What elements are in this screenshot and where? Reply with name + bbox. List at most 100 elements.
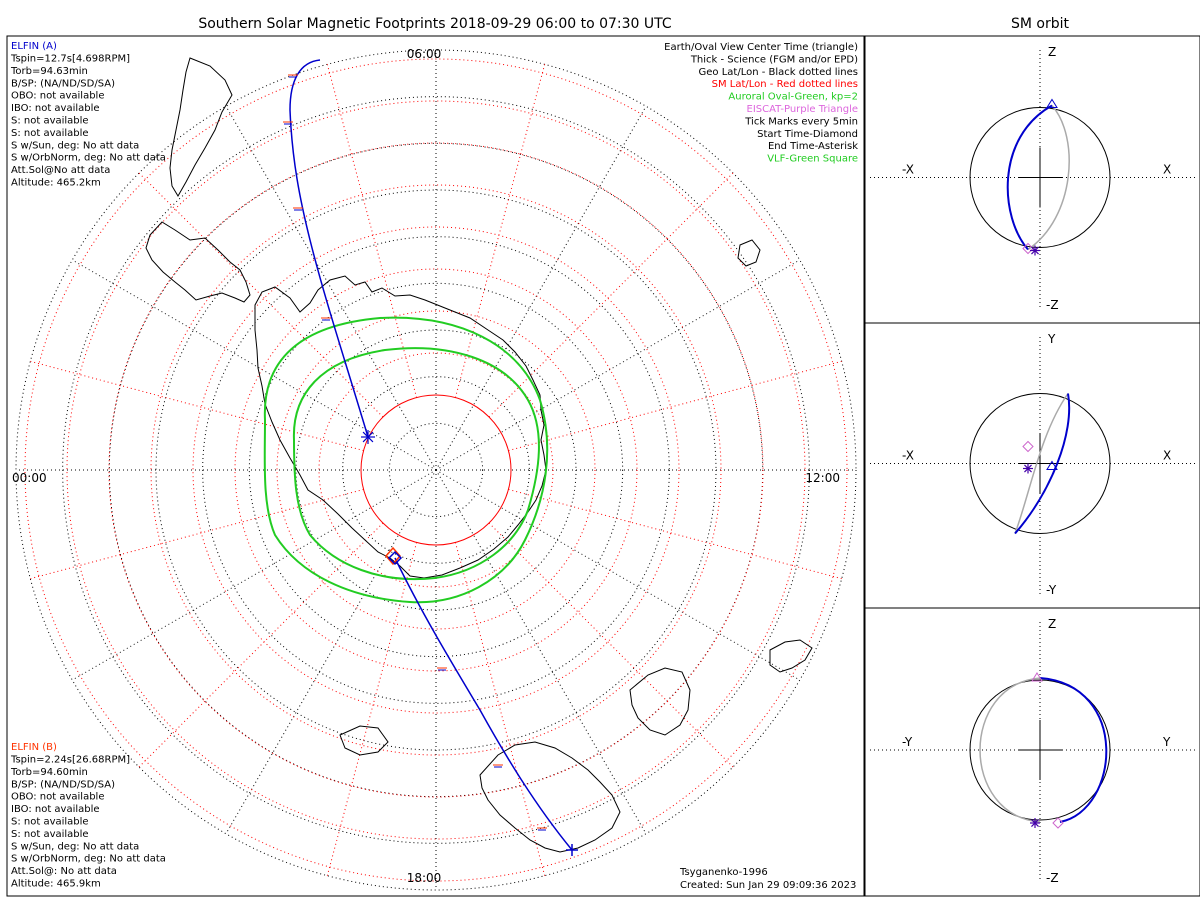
sm-lon-line <box>326 542 418 876</box>
sm-lon-lines <box>30 64 842 876</box>
elfin-b-info-line: Torb=94.60min <box>10 767 88 778</box>
sm-lat-ring <box>234 268 638 672</box>
island-coastline <box>339 725 389 756</box>
earth-circle <box>969 393 1111 534</box>
sm-lat-ring <box>108 142 764 798</box>
geo-lon-line <box>225 106 437 471</box>
elfin-a-info-line: S w/Sun, deg: No att data <box>11 140 139 151</box>
elfin-a-info-line: S w/OrbNorm, deg: No att data <box>11 153 166 164</box>
orbit-panel-frame <box>864 35 1200 324</box>
orbit-axis-label-right: Y <box>1162 735 1171 749</box>
elfin-b-name: ELFIN (B) <box>11 742 57 753</box>
sm-lat-ring <box>318 352 554 588</box>
elfin-a-info-line: Torb=94.63min <box>10 66 88 77</box>
elfin-b-info-line: Altitude: 465.9km <box>11 879 101 890</box>
geo-lat-ring <box>342 376 530 564</box>
elfin-b-info-line: S w/Sun, deg: No att data <box>11 841 139 852</box>
orbit-axis-label-bottom: -Z <box>1046 298 1059 312</box>
end-asterisk-mark <box>1031 246 1039 255</box>
sm-lon-line <box>30 488 364 580</box>
elfin-b-info-line: IBO: not available <box>11 804 100 815</box>
elfin-a-info-line: S: not available <box>11 116 89 127</box>
geo-lat-ring <box>62 96 810 844</box>
orbit-axis-label-top: Y <box>1047 332 1056 346</box>
legend-entry: EISCAT-Purple Triangle <box>747 104 859 115</box>
sm-lat-ring <box>276 310 596 630</box>
main-title: Southern Solar Magnetic Footprints 2018-… <box>198 16 672 32</box>
auroral-oval-inner <box>292 347 540 580</box>
elfin-a-start-diamond <box>387 550 403 566</box>
earth-circle <box>969 107 1111 248</box>
orbit-axis-label-right: X <box>1163 163 1171 177</box>
auroral-oval <box>263 316 549 604</box>
orbit-axis-label-bottom: -Y <box>1046 583 1057 597</box>
main-plot-frame <box>6 35 865 897</box>
sm-lat-rings <box>24 58 848 882</box>
end-asterisk-mark <box>362 431 374 443</box>
legend-entry: VLF-Green Square <box>767 154 858 165</box>
footprint-tracks <box>283 59 578 856</box>
earth-circle <box>969 679 1111 821</box>
elfin-b-info-line: S: not available <box>11 817 89 828</box>
elfin-a-info-line: Att.Sol@No att data <box>11 165 110 176</box>
elfin-a-info-line: S: not available <box>11 128 89 139</box>
sm-lat-ring <box>66 100 806 840</box>
elfin-b-info: ELFIN (B) Tspin=2.24s[26.68RPM]Torb=94.6… <box>10 742 166 890</box>
new-zealand-coastline <box>769 639 813 673</box>
sm-lon-line <box>138 522 384 768</box>
footer-created: Created: Sun Jan 29 09:09:36 2023 <box>680 880 856 891</box>
view-center-triangle <box>1046 460 1058 470</box>
elfin-a-info-line: IBO: not available <box>11 103 100 114</box>
auroral-oval-outer <box>263 316 549 604</box>
geo-lat-ring <box>388 422 484 518</box>
elfin-a-info-line: Altitude: 465.2km <box>11 178 101 189</box>
legend: Earth/Oval View Center Time (triangle)Th… <box>664 42 858 165</box>
orbit-front-arc <box>1014 393 1071 535</box>
sm-lon-line <box>488 522 734 768</box>
sm-lat-ring-inner <box>360 394 512 546</box>
sm-lat-ring <box>24 58 848 882</box>
sm-lon-line <box>508 488 842 580</box>
sm-lon-line <box>326 64 418 398</box>
africa-coastline <box>169 57 233 197</box>
view-center-triangle <box>1046 98 1058 108</box>
elfin-b-info-line: S w/OrbNorm, deg: No att data <box>11 854 166 865</box>
elfin-a-info-line: Tspin=12.7s[4.698RPM] <box>10 54 130 65</box>
legend-entry: Thick - Science (FGM and/or EPD) <box>690 54 858 65</box>
legend-entry: SM Lat/Lon - Red dotted lines <box>712 79 858 90</box>
orbit-panels: Z -Z -X X Y -Y -X X Z -Z -Y Y <box>864 35 1200 897</box>
geo-lon-line <box>435 106 647 471</box>
orbit-panel-1: Z -Z -X X <box>864 35 1200 324</box>
orbit-panel-3: Z -Z -Y Y <box>864 607 1200 897</box>
end-asterisk-mark <box>1031 819 1039 827</box>
sm-lon-line <box>488 172 734 418</box>
orbit-axis-label-left: -X <box>902 163 914 177</box>
geo-lat-ring <box>202 236 670 704</box>
elfin-a-name: ELFIN (A) <box>11 41 57 52</box>
elfin-a-info: ELFIN (A) Tspin=12.7s[4.698RPM]Torb=94.6… <box>10 41 166 189</box>
sm-lat-ring <box>192 226 680 714</box>
legend-entry: Geo Lat/Lon - Black dotted lines <box>699 67 858 78</box>
australia-coastline <box>479 741 621 853</box>
orbit-axis-label-right: X <box>1163 449 1171 463</box>
antarctica-coastline <box>254 275 547 579</box>
orbit-front-arc <box>1006 104 1053 251</box>
south-america-coastline <box>145 221 251 303</box>
orbit-panel-frame <box>864 607 1200 897</box>
mlt-label-left: 00:00 <box>12 471 47 485</box>
elfin-b-info-line: Tspin=2.24s[26.68RPM] <box>10 755 130 766</box>
geo-lat-ring <box>248 282 624 658</box>
legend-entry: End Time-Asterisk <box>768 141 858 152</box>
oceania-coastline <box>629 667 691 736</box>
orbit-back-arc <box>979 677 1041 823</box>
start-diamond <box>1022 242 1034 255</box>
orbit-axis-label-bottom: -Z <box>1046 871 1059 885</box>
elfin-b-info-line: B/SP: (NA/ND/SD/SA) <box>11 779 115 790</box>
view-center-triangle <box>1031 672 1043 682</box>
orbit-back-arc <box>1014 393 1069 534</box>
sm-lon-line <box>454 542 546 876</box>
legend-entry: Tick Marks every 5min <box>744 116 858 127</box>
geo-lon-line <box>435 469 800 681</box>
sm-lon-line <box>30 360 364 452</box>
